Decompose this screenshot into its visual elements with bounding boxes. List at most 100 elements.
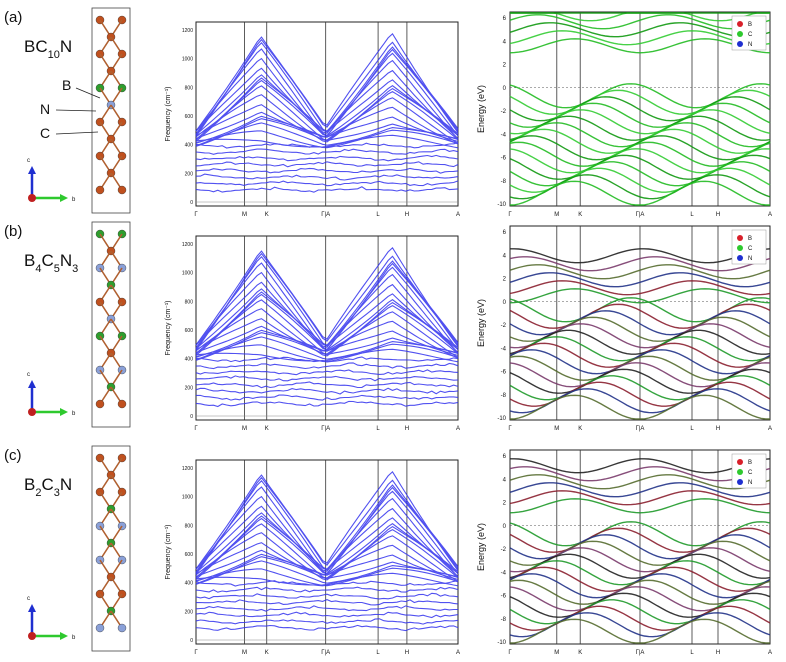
axis-b-head	[60, 408, 68, 416]
phonon-branch	[195, 387, 459, 395]
kpoint-label: K	[578, 426, 582, 432]
atom-carbon	[95, 185, 105, 195]
phonon-ytick: 1200	[182, 466, 193, 472]
band-ytick: 2	[503, 501, 507, 507]
panel-label: (c)	[4, 447, 22, 464]
axis-origin	[28, 408, 36, 416]
phonon-branch	[195, 329, 459, 358]
band-legend: BCN	[731, 229, 767, 265]
kpoint-label: Γ	[194, 426, 198, 432]
kpoint-label: L	[690, 212, 694, 218]
phonon-branch	[195, 470, 459, 571]
phonon-branch	[195, 332, 459, 361]
electronic-band	[509, 375, 771, 401]
band-ytick: -2	[501, 323, 507, 329]
electronic-band	[509, 272, 771, 288]
kpoint-label: H	[716, 212, 720, 218]
electronic-bands	[509, 12, 771, 206]
axis-c-head	[28, 166, 36, 174]
phonon-ytick: 200	[185, 609, 194, 615]
electronic-band	[509, 115, 771, 141]
phonon-branch	[195, 348, 459, 363]
kpoint-label: K	[265, 650, 269, 656]
legend-marker	[737, 21, 743, 27]
phonon-branch	[195, 154, 459, 162]
electronic-band	[509, 256, 771, 272]
phonon-ytick: 600	[185, 114, 194, 120]
axis-b-label: b	[72, 197, 76, 203]
kpoint-label: L	[690, 650, 694, 656]
phonon-branch	[195, 567, 459, 587]
axis-c-head	[28, 380, 36, 388]
phonon-branch	[195, 90, 459, 143]
phonon-branch	[195, 515, 459, 578]
unit-cell-box	[91, 445, 131, 652]
atom-carbon	[117, 399, 127, 409]
phonon-branch	[195, 77, 459, 140]
axis-b-label: b	[72, 411, 76, 417]
legend-label: B	[748, 22, 752, 28]
band-ytick: -10	[497, 640, 506, 646]
phonon-bands	[195, 470, 459, 632]
formula-part: BC	[24, 37, 48, 56]
phonon-branch	[195, 586, 459, 593]
kpoint-label: M	[554, 650, 559, 656]
phonon-ytick: 400	[185, 357, 194, 363]
electronic-band	[509, 180, 770, 206]
kpoint-label: K	[265, 426, 269, 432]
kpoint-label: Γ	[508, 212, 512, 218]
kpoint-label: Γ|A	[321, 650, 330, 656]
pointer-line	[55, 109, 97, 112]
formula-part: 2	[35, 487, 41, 499]
band-ytick: -6	[501, 370, 507, 376]
axis-b-label: b	[72, 635, 76, 641]
electronic-band	[509, 573, 771, 599]
phonon-branch	[195, 528, 459, 581]
atom-nitrogen	[95, 623, 105, 633]
band-ytick: -6	[501, 156, 507, 162]
formula-part: 10	[48, 49, 60, 61]
band-ytick: 4	[503, 39, 507, 45]
electronic-band	[509, 135, 771, 161]
kpoint-label: A	[768, 426, 772, 432]
phonon-branch	[195, 134, 459, 149]
band-ytick: 6	[503, 454, 507, 460]
phonon-branch	[195, 115, 459, 144]
kpoint-label: L	[376, 650, 380, 656]
phonon-branch	[195, 560, 459, 585]
phonon-branch	[195, 148, 459, 155]
kpoint-label: Γ	[508, 650, 512, 656]
axis-c-label: c	[27, 596, 30, 602]
phonon-branch	[195, 293, 459, 356]
band-ytick: -4	[501, 132, 507, 138]
band-ytick: -2	[501, 109, 507, 115]
phonon-branch	[195, 273, 459, 354]
phonon-branch	[195, 69, 459, 139]
legend-marker	[737, 41, 743, 47]
band-ytick: -4	[501, 570, 507, 576]
band-ytick: -10	[497, 202, 506, 208]
band-ytick: 2	[503, 63, 507, 69]
electronic-bands	[509, 458, 771, 644]
phonon-branch	[195, 142, 459, 149]
phonon-branch	[195, 592, 459, 600]
formula-part: 4	[35, 263, 41, 275]
phonon-branch	[195, 556, 459, 585]
phonon-branch	[195, 118, 459, 147]
legend-label: B	[748, 236, 752, 242]
phonon-branch	[195, 122, 459, 147]
phonon-bands	[195, 246, 459, 408]
legend-marker	[737, 479, 743, 485]
electronic-band	[509, 553, 771, 579]
electronic-band	[509, 394, 770, 420]
phonon-branch	[195, 173, 459, 181]
electronic-band	[509, 89, 771, 115]
kpoint-label: H	[405, 212, 409, 218]
band-ytick: 4	[503, 253, 507, 259]
kpoint-label: Γ	[194, 212, 198, 218]
electronic-band	[509, 329, 771, 355]
kpoint-label: K	[578, 650, 582, 656]
phonon-branch	[195, 336, 459, 361]
band-ytick: 0	[503, 86, 507, 92]
